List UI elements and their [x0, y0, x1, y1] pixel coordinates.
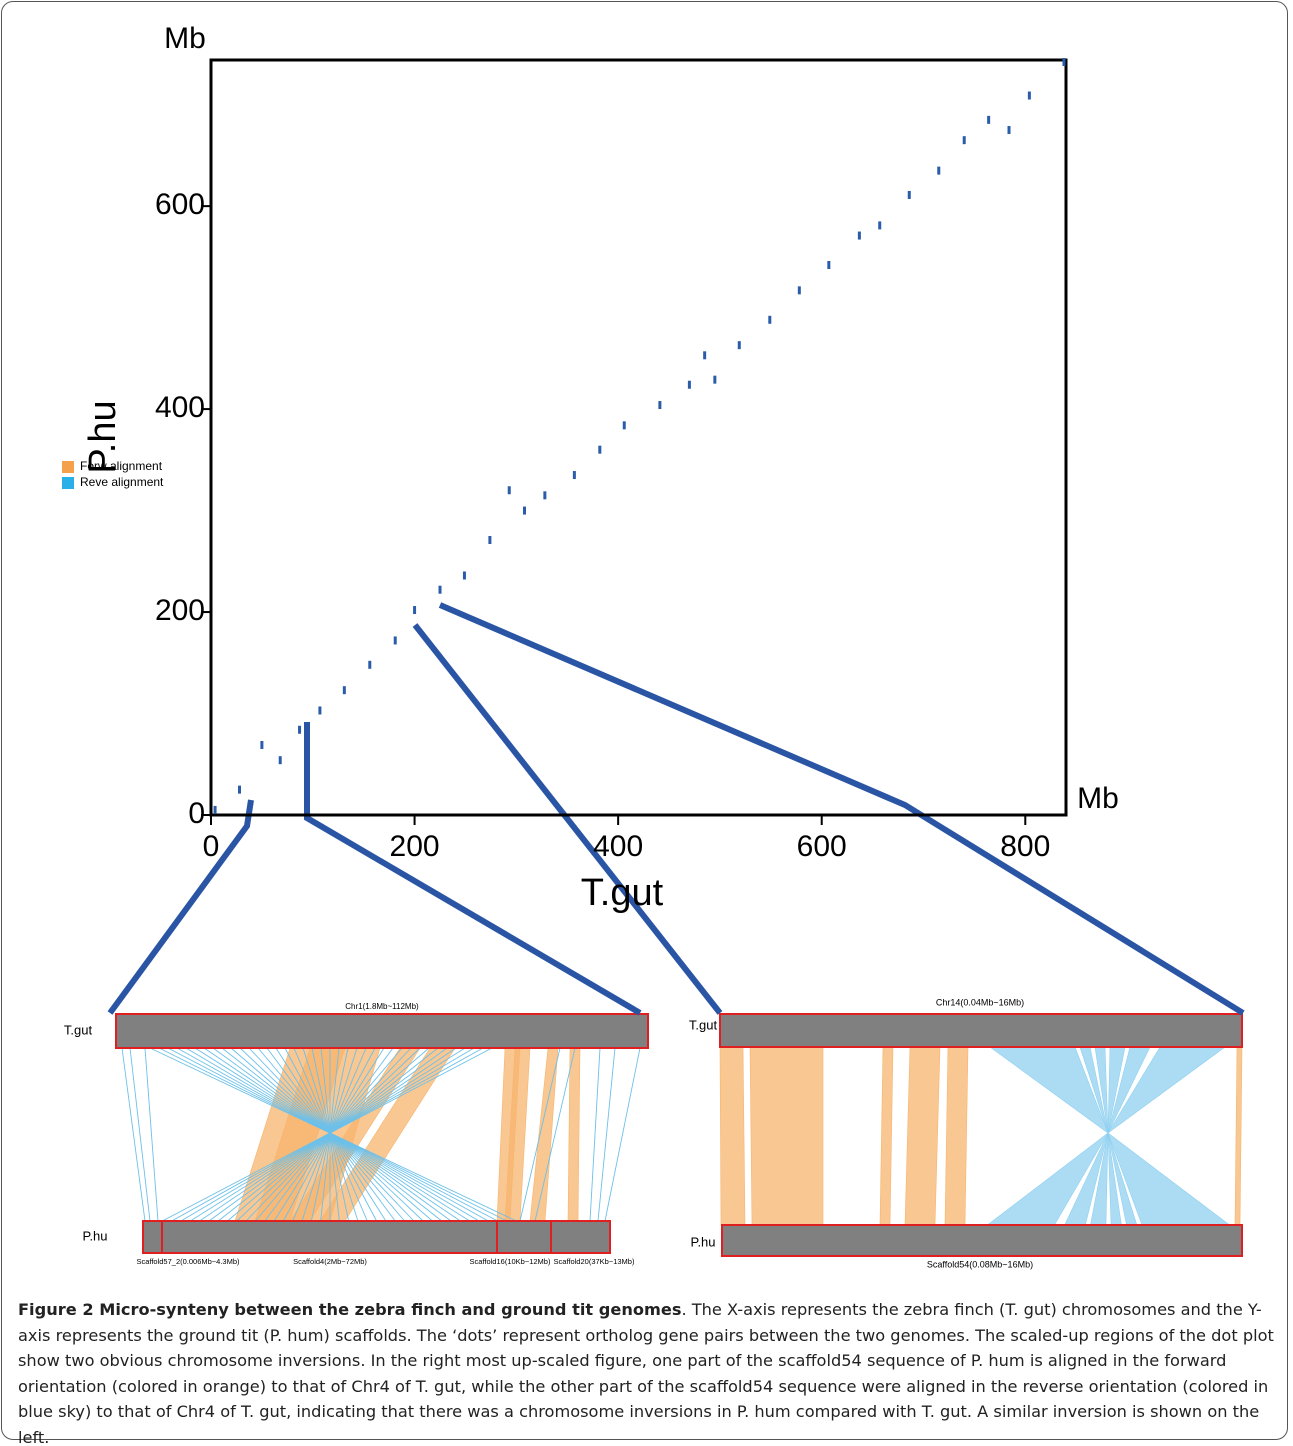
chromosome-title: Chr14(0.04Mb~16Mb)	[936, 997, 1024, 1007]
ortholog-dot	[713, 375, 717, 384]
forward-ribbon	[567, 1047, 581, 1222]
reverse-ribbon	[121, 1047, 146, 1222]
genome-label: T.gut	[689, 1017, 718, 1032]
sequence-bar	[496, 1220, 552, 1254]
ortholog-dot	[703, 351, 707, 360]
x-tick-label: 600	[797, 830, 847, 863]
reverse-ribbon	[162, 1047, 493, 1222]
ortholog-dot	[368, 660, 372, 669]
ortholog-dot	[393, 636, 397, 645]
legend-swatch	[62, 477, 74, 489]
ortholog-dot	[1027, 91, 1031, 100]
reverse-ribbon	[589, 1047, 601, 1222]
reverse-ribbon	[144, 1047, 159, 1222]
ortholog-dot	[937, 166, 941, 175]
ortholog-dot	[622, 421, 626, 430]
ortholog-dot	[598, 445, 602, 454]
ortholog-dot	[342, 686, 346, 695]
zoom-connector	[412, 623, 723, 1015]
ortholog-dot	[962, 136, 966, 145]
ortholog-dot	[298, 725, 302, 734]
forward-ribbon	[749, 1046, 824, 1226]
genome-label: P.hu	[82, 1228, 107, 1243]
forward-ribbon	[1234, 1046, 1243, 1226]
ortholog-dot	[827, 260, 831, 269]
y-tick-label: 400	[155, 391, 205, 424]
sequence-bar	[115, 1013, 649, 1049]
sequence-bar	[142, 1220, 163, 1254]
ortholog-dot	[768, 315, 772, 324]
ortholog-dot	[462, 571, 466, 580]
sequence-bar	[719, 1013, 1243, 1048]
caption-title: Figure 2 Micro-synteny between the zebra…	[18, 1300, 682, 1319]
ortholog-dot	[507, 486, 511, 495]
scaffold-title: Scaffold54(0.08Mb~16Mb)	[927, 1259, 1033, 1269]
ortholog-dot	[413, 606, 417, 615]
x-tick-label: 400	[593, 830, 643, 863]
reverse-ribbon	[129, 1047, 151, 1222]
sequence-bar	[161, 1220, 498, 1254]
ortholog-dot	[878, 221, 882, 230]
reverse-ribbon	[519, 1047, 561, 1222]
ortholog-dot	[1007, 126, 1011, 135]
scaffold-title: Scaffold20(37Kb~13Mb)	[554, 1257, 635, 1266]
forward-ribbon	[879, 1046, 894, 1226]
scaffold-title: Scaffold16(10Kb~12Mb)	[470, 1257, 551, 1266]
y-axis-title: P.hu	[82, 400, 124, 473]
ortholog-dot	[523, 506, 526, 515]
reverse-ribbon	[534, 1047, 576, 1222]
sequence-bar	[550, 1220, 611, 1254]
x-tick-label: 200	[390, 830, 440, 863]
y-tick-label: 0	[188, 797, 205, 830]
caption: Figure 2 Micro-synteny between the zebra…	[18, 1297, 1280, 1446]
ortholog-dot	[857, 231, 861, 240]
y-unit: Mb	[164, 22, 206, 55]
zoom-connector	[438, 602, 1245, 1016]
x-tick-label: 0	[203, 830, 220, 863]
x-axis-title: T.gut	[581, 872, 664, 914]
genome-label: P.hu	[690, 1234, 715, 1249]
legend-label: Forw alignment	[80, 459, 163, 473]
ortholog-dot	[797, 286, 801, 295]
sequence-bar	[721, 1224, 1243, 1257]
x-unit: Mb	[1077, 782, 1119, 815]
caption-text: . The X-axis represents the zebra finch …	[18, 1300, 1274, 1446]
scaffold-title: Scaffold4(2Mb~72Mb)	[293, 1257, 367, 1266]
zoom-connector	[107, 799, 254, 1015]
ortholog-dot	[488, 535, 492, 544]
genome-label: T.gut	[64, 1022, 93, 1037]
ortholog-dot	[907, 190, 911, 199]
ortholog-dot	[238, 785, 241, 794]
forward-ribbon	[944, 1046, 969, 1226]
ortholog-dot	[260, 740, 264, 749]
x-tick-label: 800	[1000, 830, 1050, 863]
ortholog-dot	[438, 585, 442, 594]
scaffold-title: Scaffold57_2(0.006Mb~4.3Mb)	[136, 1257, 240, 1266]
ortholog-dot	[278, 756, 282, 765]
ortholog-dot	[543, 491, 547, 500]
ortholog-dot	[318, 706, 322, 715]
figure: 0 200 400 600 800 0 200 400 600 Mb Mb T.gut P.hu…	[62, 22, 1245, 1269]
legend-swatch	[62, 461, 74, 473]
y-tick-label: 600	[155, 188, 205, 221]
ortholog-dot	[658, 401, 662, 410]
ortholog-dot	[687, 380, 691, 389]
reverse-ribbon	[604, 1047, 641, 1222]
reverse-ribbon	[597, 1047, 616, 1222]
y-tick-label: 200	[155, 594, 205, 627]
plot-frame	[209, 58, 1068, 817]
forward-ribbon	[904, 1046, 941, 1226]
chromosome-title: Chr1(1.8Mb~112Mb)	[345, 1002, 419, 1011]
synteny-panels: 0 200 400 600 800 0 200 400 600	[107, 58, 1245, 1257]
ortholog-dot	[1062, 58, 1066, 67]
zoom-connector	[304, 722, 642, 1016]
legend-label: Reve alignment	[80, 475, 164, 489]
forward-ribbon	[719, 1046, 746, 1226]
ortholog-dot	[737, 341, 741, 350]
ortholog-dot	[213, 805, 217, 814]
ortholog-dot	[572, 471, 576, 480]
ortholog-dot	[987, 115, 991, 124]
